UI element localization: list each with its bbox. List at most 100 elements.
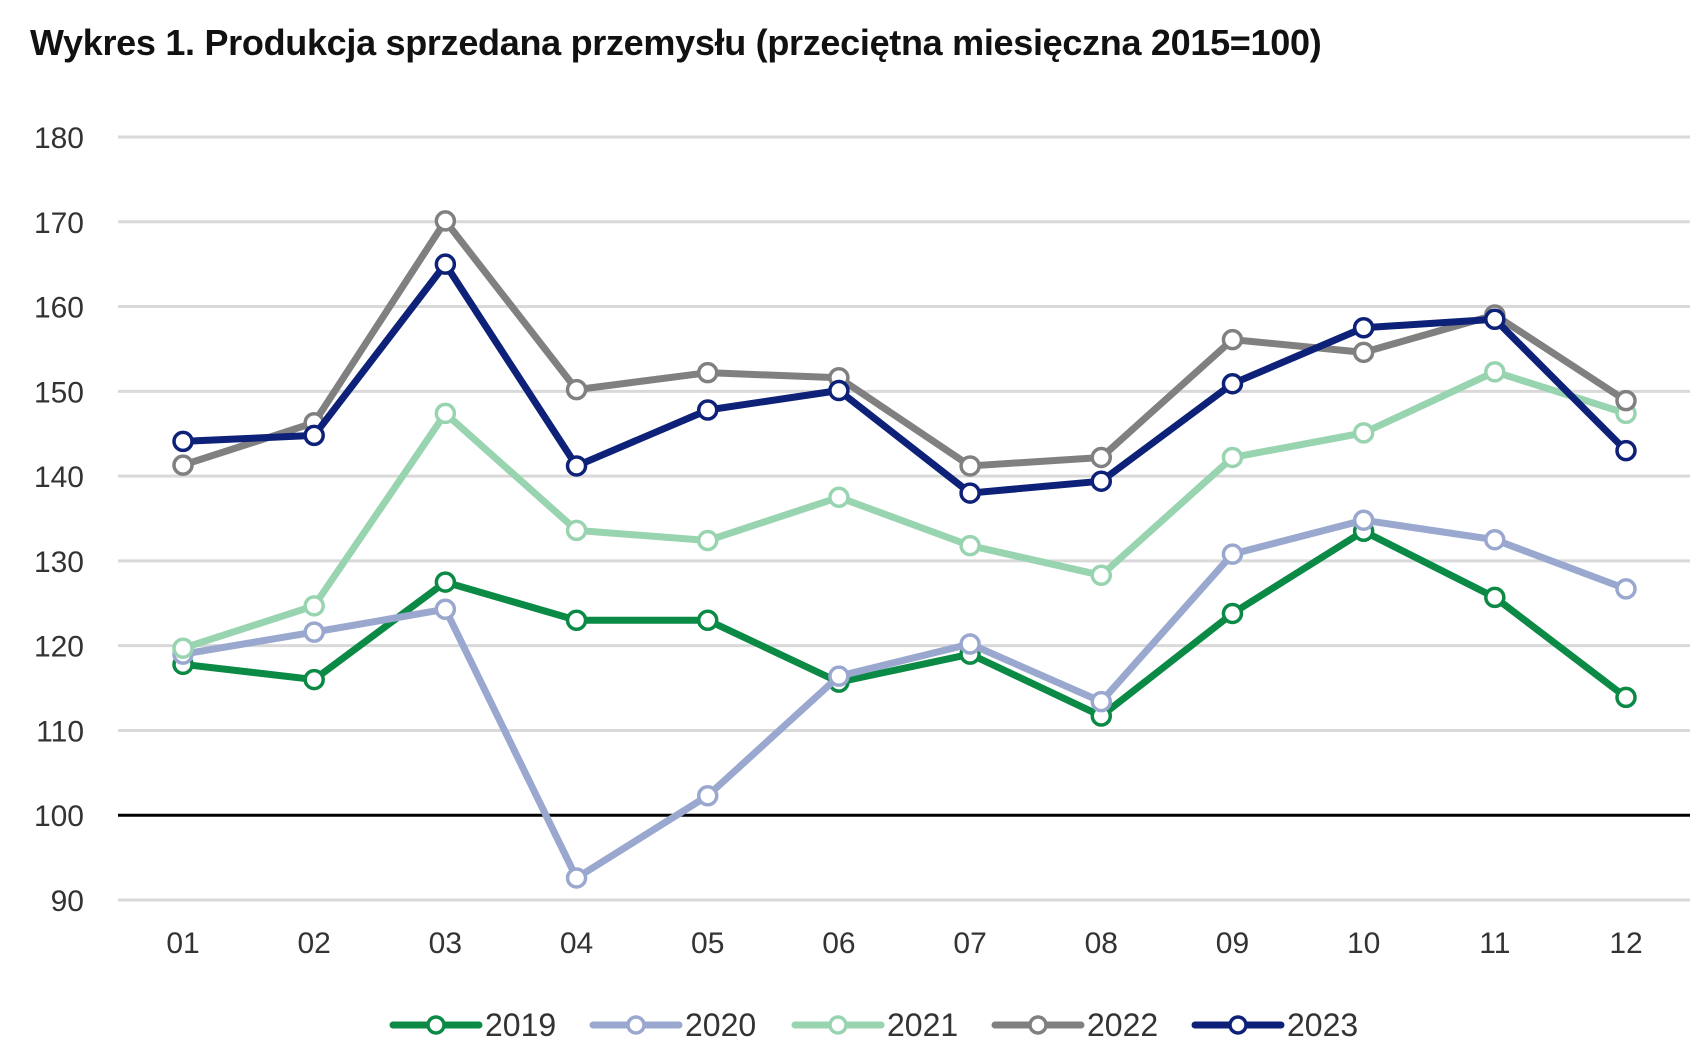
data-point — [303, 595, 325, 617]
data-point — [172, 637, 194, 659]
x-tick-label: 07 — [953, 927, 986, 960]
series-2020 — [172, 509, 1637, 889]
y-tick-label: 90 — [51, 885, 84, 918]
series-2021 — [172, 361, 1637, 659]
data-point — [303, 621, 325, 643]
data-point — [696, 609, 719, 631]
data-point — [565, 519, 588, 542]
data-point — [696, 529, 719, 552]
x-tick-label: 08 — [1085, 927, 1118, 960]
series-line-2019 — [179, 527, 1630, 720]
legend-label: 2023 — [1287, 1007, 1358, 1043]
data-point — [565, 378, 588, 401]
y-tick-label: 150 — [34, 376, 84, 409]
y-axis-tick-labels: 90 100 110 120 130 140 150 160 170 180 — [34, 122, 84, 918]
data-point — [828, 665, 850, 687]
data-point — [565, 609, 588, 631]
chart-title: Wykres 1. Produkcja sprzedana przemysłu … — [30, 22, 1322, 63]
x-tick-label: 11 — [1479, 927, 1510, 960]
y-tick-label: 160 — [34, 292, 84, 325]
legend-swatch-marker — [626, 1015, 646, 1035]
series-2019 — [172, 520, 1637, 727]
y-tick-label: 140 — [34, 461, 84, 494]
x-tick-label: 10 — [1347, 927, 1380, 960]
data-point — [1221, 328, 1244, 351]
legend-item-2023: 2023 — [1191, 1007, 1358, 1043]
legend-label: 2021 — [887, 1007, 958, 1043]
data-point — [1484, 361, 1506, 383]
data-point — [434, 253, 457, 275]
series-line-2021 — [179, 368, 1630, 652]
legend-item-2021: 2021 — [791, 1007, 958, 1043]
data-point — [1615, 686, 1637, 709]
x-tick-label: 03 — [429, 927, 462, 960]
data-point — [1352, 509, 1375, 531]
data-point — [959, 455, 981, 477]
y-tick-label: 120 — [34, 631, 84, 664]
y-tick-label: 180 — [34, 122, 84, 155]
data-point — [959, 633, 981, 655]
data-point — [1090, 690, 1113, 713]
legend-swatch-marker — [1028, 1015, 1048, 1035]
data-point — [1484, 308, 1506, 331]
data-point — [565, 455, 588, 477]
data-point — [303, 668, 325, 691]
data-point — [1221, 372, 1244, 395]
legend-label: 2020 — [685, 1007, 756, 1043]
x-tick-label: 01 — [166, 927, 199, 960]
data-point — [1615, 389, 1637, 412]
data-point — [1090, 446, 1113, 469]
data-point — [696, 361, 719, 384]
legend-label: 2022 — [1087, 1007, 1158, 1043]
data-point — [1221, 602, 1244, 625]
data-point — [1221, 446, 1244, 469]
x-tick-label: 09 — [1216, 927, 1249, 960]
data-point — [434, 402, 457, 425]
data-point — [1352, 317, 1375, 339]
data-point — [1484, 528, 1506, 551]
data-point — [696, 784, 719, 807]
legend-swatch-marker — [828, 1015, 848, 1035]
data-point — [434, 571, 457, 593]
y-tick-label: 110 — [36, 715, 84, 748]
data-point — [959, 534, 981, 557]
legend-swatch-marker — [1228, 1015, 1248, 1035]
data-point — [434, 598, 457, 620]
y-tick-label: 130 — [34, 546, 84, 579]
grid-lines — [118, 135, 1690, 902]
legend-swatch-marker — [426, 1015, 446, 1035]
data-point — [1484, 586, 1506, 609]
legend-item-2022: 2022 — [991, 1007, 1158, 1043]
data-point — [1352, 341, 1375, 364]
x-tick-label: 12 — [1609, 927, 1642, 960]
chart-legend: 2019 2020 2021 2022 2023 — [389, 1007, 1358, 1043]
legend-item-2020: 2020 — [589, 1007, 756, 1043]
series-line-2020 — [179, 516, 1630, 882]
y-tick-label: 100 — [34, 800, 84, 833]
series-2022 — [172, 210, 1637, 477]
series-line-2022 — [179, 217, 1630, 470]
data-point — [1615, 578, 1637, 600]
series-line-2023 — [179, 260, 1630, 497]
data-point — [959, 482, 981, 504]
legend-item-2019: 2019 — [389, 1007, 556, 1043]
y-tick-label: 170 — [34, 207, 84, 240]
data-point — [565, 867, 588, 889]
x-tick-label: 06 — [822, 927, 855, 960]
data-point — [1090, 564, 1113, 587]
x-tick-label: 04 — [560, 927, 593, 960]
x-tick-label: 05 — [691, 927, 724, 960]
legend-label: 2019 — [485, 1007, 556, 1043]
data-point — [828, 486, 850, 509]
data-point — [1090, 470, 1113, 492]
x-tick-label: 02 — [297, 927, 330, 960]
data-point — [696, 399, 719, 421]
series-2023 — [172, 253, 1637, 504]
data-point — [172, 430, 194, 453]
data-series — [172, 210, 1637, 889]
data-point — [172, 454, 194, 476]
data-point — [828, 379, 850, 402]
data-point — [1352, 422, 1375, 444]
x-axis-tick-labels: 01 02 03 04 05 06 07 08 09 10 11 12 — [166, 927, 1642, 960]
